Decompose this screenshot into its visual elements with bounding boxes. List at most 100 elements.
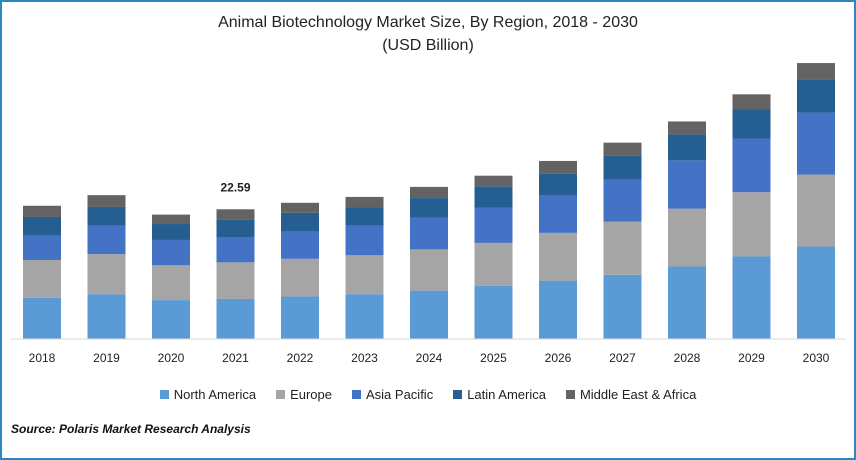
- legend-swatch: [565, 390, 575, 399]
- bar-segment-2028-europe: [668, 208, 706, 267]
- bar-segment-2029-latin-america: [732, 109, 771, 139]
- bar-segment-2021-europe: [216, 262, 255, 299]
- legend-item-latin-america: Latin America: [453, 387, 546, 402]
- bar-segment-2029-north-america: [732, 256, 771, 339]
- bar-segment-2023-asia-pacific: [345, 225, 384, 256]
- source-note: Source: Polaris Market Research Analysis: [11, 422, 251, 436]
- chart-subtitle: (USD Billion): [382, 37, 474, 54]
- bar-segment-2029-asia-pacific: [732, 138, 771, 193]
- legend-label: North America: [173, 387, 257, 402]
- bar-segment-2026-north-america: [539, 280, 577, 339]
- legend-label: Middle East & Africa: [579, 387, 697, 402]
- bar-segment-2027-middle-east-africa: [603, 142, 642, 156]
- x-tick-label-2025: 2025: [480, 351, 507, 365]
- x-tick-label-2018: 2018: [29, 351, 56, 365]
- bar-segment-2027-asia-pacific: [603, 179, 642, 222]
- bar-segment-2026-europe: [539, 232, 577, 281]
- bar-segment-2026-latin-america: [539, 173, 577, 196]
- bar-segment-2027-europe: [603, 221, 642, 275]
- legend-label: Europe: [290, 387, 332, 402]
- bar-segment-2024-europe: [410, 249, 448, 291]
- bar-segment-2028-asia-pacific: [668, 160, 706, 209]
- data-label-2021: 22.59: [220, 180, 250, 194]
- bar-segment-2021-middle-east-africa: [216, 209, 255, 220]
- bar-segment-2028-middle-east-africa: [668, 121, 706, 135]
- bar-segment-2020-asia-pacific: [152, 239, 190, 266]
- bar-segment-2024-asia-pacific: [410, 217, 448, 250]
- legend-swatch: [159, 390, 169, 399]
- legend-item-north-america: North America: [159, 387, 257, 402]
- bar-segment-2022-asia-pacific: [281, 231, 319, 259]
- x-tick-label-2027: 2027: [609, 351, 636, 365]
- bar-segment-2025-europe: [474, 242, 513, 286]
- bar-segment-2018-middle-east-africa: [23, 205, 61, 217]
- bar-segment-2018-europe: [23, 259, 61, 298]
- bar-segment-2018-asia-pacific: [23, 235, 61, 260]
- bar-segment-2030-north-america: [797, 246, 835, 339]
- bar-segment-2021-north-america: [216, 298, 255, 339]
- bar-segment-2027-latin-america: [603, 155, 642, 180]
- bar-segment-2025-north-america: [474, 285, 513, 339]
- bar-segment-2020-north-america: [152, 300, 190, 339]
- x-tick-label-2022: 2022: [287, 351, 314, 365]
- bar-segment-2023-latin-america: [345, 207, 384, 226]
- x-tick-label-2030: 2030: [803, 351, 830, 365]
- bar-segment-2022-europe: [281, 258, 319, 297]
- legend-label: Asia Pacific: [366, 387, 434, 402]
- bar-segment-2025-latin-america: [474, 186, 513, 208]
- bar-segment-2023-europe: [345, 255, 384, 295]
- legend-label: Latin America: [467, 387, 546, 402]
- bar-segment-2024-north-america: [410, 290, 448, 339]
- bar-segment-2030-asia-pacific: [797, 112, 835, 175]
- bar-segment-2026-asia-pacific: [539, 195, 577, 233]
- x-tick-label-2026: 2026: [545, 351, 572, 365]
- x-tick-label-2021: 2021: [222, 351, 249, 365]
- x-tick-label-2020: 2020: [158, 351, 185, 365]
- chart-title: Animal Biotechnology Market Size, By Reg…: [218, 14, 638, 31]
- bar-segment-2019-north-america: [87, 294, 126, 339]
- chart-legend: North America Europe Asia Pacific Latin Ame…: [2, 387, 854, 402]
- bar-segment-2025-middle-east-africa: [474, 175, 513, 187]
- bar-segment-2019-europe: [87, 254, 126, 295]
- bar-segment-2023-middle-east-africa: [345, 196, 384, 208]
- legend-item-europe: Europe: [276, 387, 332, 402]
- legend-swatch: [276, 390, 286, 399]
- bar-segment-2021-latin-america: [216, 219, 255, 238]
- legend-swatch: [453, 390, 463, 399]
- bar-segment-2020-europe: [152, 265, 190, 301]
- bar-segment-2030-latin-america: [797, 79, 835, 113]
- bar-segment-2022-latin-america: [281, 212, 319, 232]
- bar-segment-2029-europe: [732, 192, 771, 257]
- bar-segment-2027-north-america: [603, 274, 642, 339]
- bar-segment-2018-north-america: [23, 297, 61, 339]
- x-tick-label-2019: 2019: [93, 351, 120, 365]
- bar-segment-2028-north-america: [668, 266, 706, 339]
- bar-segment-2019-middle-east-africa: [87, 195, 126, 207]
- bar-segment-2029-middle-east-africa: [732, 94, 771, 110]
- bar-segment-2024-latin-america: [410, 198, 448, 218]
- bar-segment-2030-middle-east-africa: [797, 63, 835, 80]
- bar-segment-2020-middle-east-africa: [152, 214, 190, 225]
- bar-segment-2020-latin-america: [152, 224, 190, 240]
- bar-segment-2019-latin-america: [87, 206, 126, 226]
- bar-segment-2025-asia-pacific: [474, 207, 513, 243]
- legend-swatch: [352, 390, 361, 399]
- bar-segment-2023-north-america: [345, 294, 384, 339]
- bar-segment-2024-middle-east-africa: [410, 186, 448, 199]
- bar-segment-2022-middle-east-africa: [281, 202, 319, 213]
- x-tick-label-2029: 2029: [738, 351, 765, 365]
- bar-segment-2021-asia-pacific: [216, 237, 255, 263]
- bar-segment-2018-latin-america: [23, 216, 61, 236]
- bar-segment-2022-north-america: [281, 296, 319, 339]
- legend-item-middle-east-africa: Middle East & Africa: [565, 387, 697, 402]
- x-tick-label-2024: 2024: [416, 351, 443, 365]
- x-tick-label-2023: 2023: [351, 351, 378, 365]
- bar-segment-2019-asia-pacific: [87, 225, 126, 255]
- x-tick-label-2028: 2028: [674, 351, 701, 365]
- legend-item-asia-pacific: Asia Pacific: [352, 387, 433, 402]
- bar-segment-2030-europe: [797, 174, 835, 247]
- bar-segment-2028-latin-america: [668, 134, 706, 161]
- bar-segment-2026-middle-east-africa: [539, 160, 577, 174]
